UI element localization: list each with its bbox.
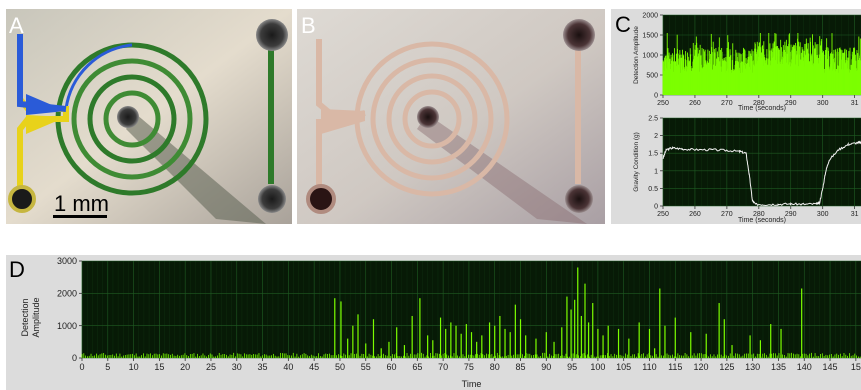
panel-label-a: A	[9, 13, 24, 38]
panel-label-d: D	[9, 257, 25, 282]
microfluidic-chip-photo-a	[6, 9, 292, 224]
y-tick-label: 3000	[57, 256, 77, 266]
panel-a: A 1 mm	[6, 9, 292, 224]
x-tick-label: 260	[689, 211, 701, 218]
x-tick-label: 50	[335, 362, 345, 372]
gravity-trace	[662, 140, 861, 207]
y-axis-label-line1: Detection	[20, 298, 30, 336]
x-tick-label: 250	[657, 211, 669, 218]
detection-amplitude-chart-d: 0 5 10 15 20 25 30 35 40 45 50 55 60 65 70 75 80 85 90 95 10…	[20, 256, 861, 389]
x-tick-label: 120	[694, 362, 709, 372]
x-tick-label: 31	[851, 211, 859, 218]
x-tick-label: 25	[206, 362, 216, 372]
y-tick-label: 0	[654, 203, 658, 210]
x-tick-label: 65	[412, 362, 422, 372]
y-tick-label: 2000	[57, 288, 77, 298]
scale-bar-label: 1 mm	[54, 191, 109, 216]
y-tick-label: 2.5	[648, 115, 658, 122]
x-tick-label: 290	[785, 100, 797, 107]
x-tick-label: 145	[823, 362, 838, 372]
x-tick-label: 270	[721, 100, 733, 107]
y-tick-label: 1.5	[648, 151, 658, 158]
x-tick-label: 140	[797, 362, 812, 372]
x-tick-label: 130	[745, 362, 760, 372]
x-tick-label: 80	[490, 362, 500, 372]
panel-d: D 0 5 10 15 20 25 30 35 40 45 50 55 60 65 70 75 80 85 90 95…	[6, 255, 861, 390]
x-axis-label: Time (seconds)	[738, 217, 786, 224]
x-tick-label: 30	[232, 362, 242, 372]
x-tick-label: 15	[851, 362, 861, 372]
x-tick-label: 95	[567, 362, 577, 372]
x-tick-label: 260	[689, 100, 701, 107]
x-tick-label: 10	[129, 362, 139, 372]
x-tick-label: 60	[387, 362, 397, 372]
x-tick-label: 40	[283, 362, 293, 372]
y-axis-label-line2: Amplitude	[31, 297, 41, 337]
x-tick-label: 70	[438, 362, 448, 372]
x-tick-label: 270	[721, 211, 733, 218]
y-tick-label: 0.5	[648, 186, 658, 193]
plot-area	[663, 118, 861, 206]
microfluidic-chip-photo-b	[297, 9, 605, 224]
panel-label-c: C	[615, 12, 631, 37]
y-axis-label: Gravity Condition (g)	[633, 132, 640, 192]
panel-label-b: B	[301, 13, 316, 38]
x-tick-label: 20	[180, 362, 190, 372]
x-tick-label: 280	[753, 211, 765, 218]
x-axis-label: Time	[462, 379, 482, 389]
y-tick-label: 2000	[642, 12, 658, 19]
x-tick-label: 0	[79, 362, 84, 372]
x-tick-label: 290	[785, 211, 797, 218]
x-tick-label: 5	[105, 362, 110, 372]
y-tick-label: 1000	[642, 52, 658, 59]
x-tick-label: 110	[642, 362, 656, 372]
y-tick-label: 0	[72, 353, 77, 363]
panel-b: B	[297, 9, 605, 224]
x-axis-label: Time (seconds)	[738, 105, 786, 112]
y-tick-label: 0	[654, 92, 658, 99]
x-tick-label: 45	[309, 362, 319, 372]
x-tick-label: 35	[258, 362, 268, 372]
y-axis-label: Detection Amplitude	[633, 26, 640, 84]
x-tick-label: 75	[464, 362, 474, 372]
y-tick-label: 1000	[57, 321, 77, 331]
x-tick-label: 100	[590, 362, 605, 372]
y-tick-label: 2	[654, 133, 658, 140]
x-tick-label: 115	[668, 362, 682, 372]
y-tick-label: 1	[654, 168, 658, 175]
detection-amplitude-chart-c: 250 260 270 280 290 300 310500100015002000Time…	[633, 12, 861, 112]
x-tick-label: 105	[616, 362, 631, 372]
x-tick-label: 55	[361, 362, 371, 372]
x-tick-label: 135	[771, 362, 786, 372]
x-tick-label: 300	[817, 211, 829, 218]
panel-c: C 250 260 270 280 290 300 31 0 500 1000 1500 2000 Ti…	[611, 9, 861, 224]
y-tick-label: 1500	[642, 32, 658, 39]
y-tick-label: 500	[646, 72, 658, 79]
x-tick-label: 250	[657, 100, 669, 107]
x-tick-label: 300	[817, 100, 829, 107]
x-tick-label: 125	[719, 362, 734, 372]
x-tick-label: 31	[851, 100, 859, 107]
x-tick-label: 85	[516, 362, 526, 372]
x-tick-label: 90	[541, 362, 551, 372]
x-tick-label: 15	[154, 362, 164, 372]
x-tick-label: 280	[753, 100, 765, 107]
